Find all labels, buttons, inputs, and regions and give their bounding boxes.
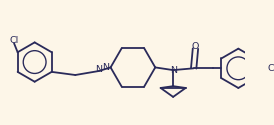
Text: N: N <box>95 65 102 74</box>
Text: N: N <box>102 63 109 72</box>
Text: N: N <box>170 66 178 74</box>
Text: O: O <box>192 42 199 50</box>
Text: Cl: Cl <box>9 36 19 45</box>
Text: Cl: Cl <box>268 64 274 73</box>
